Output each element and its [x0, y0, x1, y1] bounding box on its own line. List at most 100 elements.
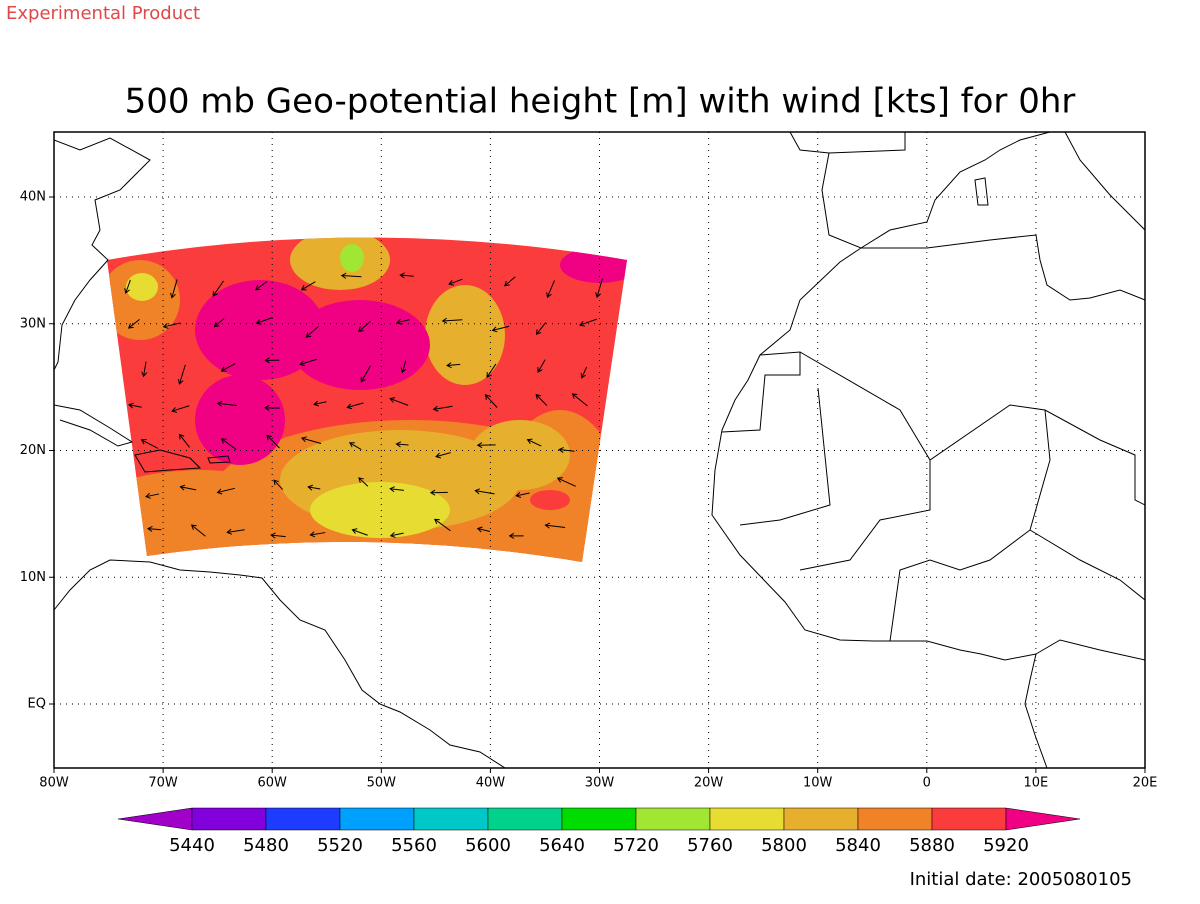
wind-arrow [162, 322, 181, 329]
colorbar-swatch [191, 807, 267, 831]
wind-arrow [145, 492, 160, 499]
wind-arrow [171, 405, 190, 413]
coastline [1064, 132, 1145, 231]
wind-arrow [434, 518, 451, 532]
colorbar-swatch [709, 807, 785, 831]
wind-arrow [474, 488, 495, 495]
wind-arrow [358, 321, 371, 333]
wind-arrow [307, 484, 321, 491]
coastline [54, 137, 151, 371]
lon-label: 20W [694, 776, 724, 791]
coastline [711, 247, 1048, 768]
colorbar-label: 5920 [983, 835, 1029, 856]
wind-arrow [179, 484, 197, 491]
field-blob [470, 420, 570, 490]
wind-arrow [429, 489, 448, 496]
lon-label: 40W [476, 776, 506, 791]
wind-arrow [476, 526, 491, 533]
wind-arrow [124, 279, 131, 294]
lon-label: 20E [1133, 776, 1158, 791]
wind-arrow [190, 524, 206, 537]
colorbar-label: 5520 [317, 835, 363, 856]
wind-arrow [178, 433, 190, 448]
wind-arrow [389, 486, 404, 493]
wind-arrow [300, 281, 316, 291]
colorbar-swatch [1005, 807, 1081, 831]
wind-arrow [216, 400, 238, 407]
wind-arrow [571, 393, 588, 407]
wind-arrow [270, 532, 286, 539]
wind-arrow [546, 280, 555, 299]
lon-label: 10E [1024, 776, 1049, 791]
colorbar-swatch [931, 807, 1007, 831]
lon-label: 70W [148, 776, 178, 791]
wind-arrow [340, 272, 362, 279]
wind-arrow [273, 479, 284, 490]
height-field [107, 237, 627, 562]
field-blob [425, 285, 505, 385]
colorbar-label: 5840 [835, 835, 881, 856]
wind-arrow [526, 438, 542, 447]
coastline [821, 132, 1051, 249]
wind-arrow [484, 394, 498, 408]
wind-arrow [389, 532, 404, 538]
wind-arrow [491, 325, 510, 333]
wind-arrow [254, 281, 268, 291]
wind-arrow [300, 436, 322, 444]
field-blob [195, 375, 285, 465]
coastline [54, 559, 506, 768]
lat-label: EQ [28, 697, 46, 712]
colorbar-label: 5480 [243, 835, 289, 856]
lat-label: 20N [20, 443, 46, 458]
field-blob [195, 280, 325, 380]
border [799, 351, 1145, 506]
colorbar-label: 5720 [613, 835, 659, 856]
wind-arrow [305, 326, 319, 338]
axis-labels: 80W 70W 60W 50W 40W 30W 20W 10W 0 10E 20E 40N 30N 20N… [20, 190, 1158, 791]
lon-label: 50W [367, 776, 397, 791]
wind-arrow [266, 434, 280, 449]
lat-label: 10N [20, 570, 46, 585]
wind-arrow [441, 317, 463, 324]
coastline [861, 234, 1145, 301]
colorbar-swatch [413, 807, 489, 831]
wind-arrow [170, 279, 178, 299]
lon-label: 0 [923, 776, 931, 791]
wind-arrow [446, 362, 461, 369]
colorbar-label: 5600 [465, 835, 511, 856]
lat-label: 40N [20, 190, 46, 205]
map-area [54, 132, 1145, 768]
wind-arrow [255, 317, 273, 325]
border [1029, 529, 1145, 601]
field-blob [530, 490, 570, 510]
graticule [54, 132, 1145, 768]
wind-arrow [127, 318, 140, 329]
coastline [207, 455, 231, 464]
colorbar-swatch [487, 807, 563, 831]
colorbar-label: 5560 [391, 835, 437, 856]
wind-arrow [147, 525, 162, 532]
colorbar-label: 5640 [539, 835, 585, 856]
coastlines [54, 132, 1145, 768]
colorbar-swatch [635, 807, 711, 831]
wind-arrow [360, 365, 371, 383]
wind-arrow [535, 393, 548, 406]
wind-arrow [358, 477, 369, 487]
wind-arrow [220, 363, 236, 372]
colorbar-label: 5760 [687, 835, 733, 856]
wind-arrows [124, 272, 603, 539]
wind-arrow [558, 446, 575, 453]
title: 500 mb Geo-potential height [m] with win… [125, 82, 1076, 122]
wind-arrow [435, 452, 451, 459]
lon-label: 10W [803, 776, 833, 791]
lon-label: 60W [257, 776, 287, 791]
wind-arrow [220, 438, 237, 450]
wind-arrow [504, 276, 516, 287]
border [721, 351, 801, 433]
wind-arrow [213, 317, 225, 328]
wind-arrow [346, 402, 364, 410]
colorbar-swatch [857, 807, 933, 831]
wind-arrow [395, 441, 409, 448]
header: Experimental Product [6, 3, 200, 24]
